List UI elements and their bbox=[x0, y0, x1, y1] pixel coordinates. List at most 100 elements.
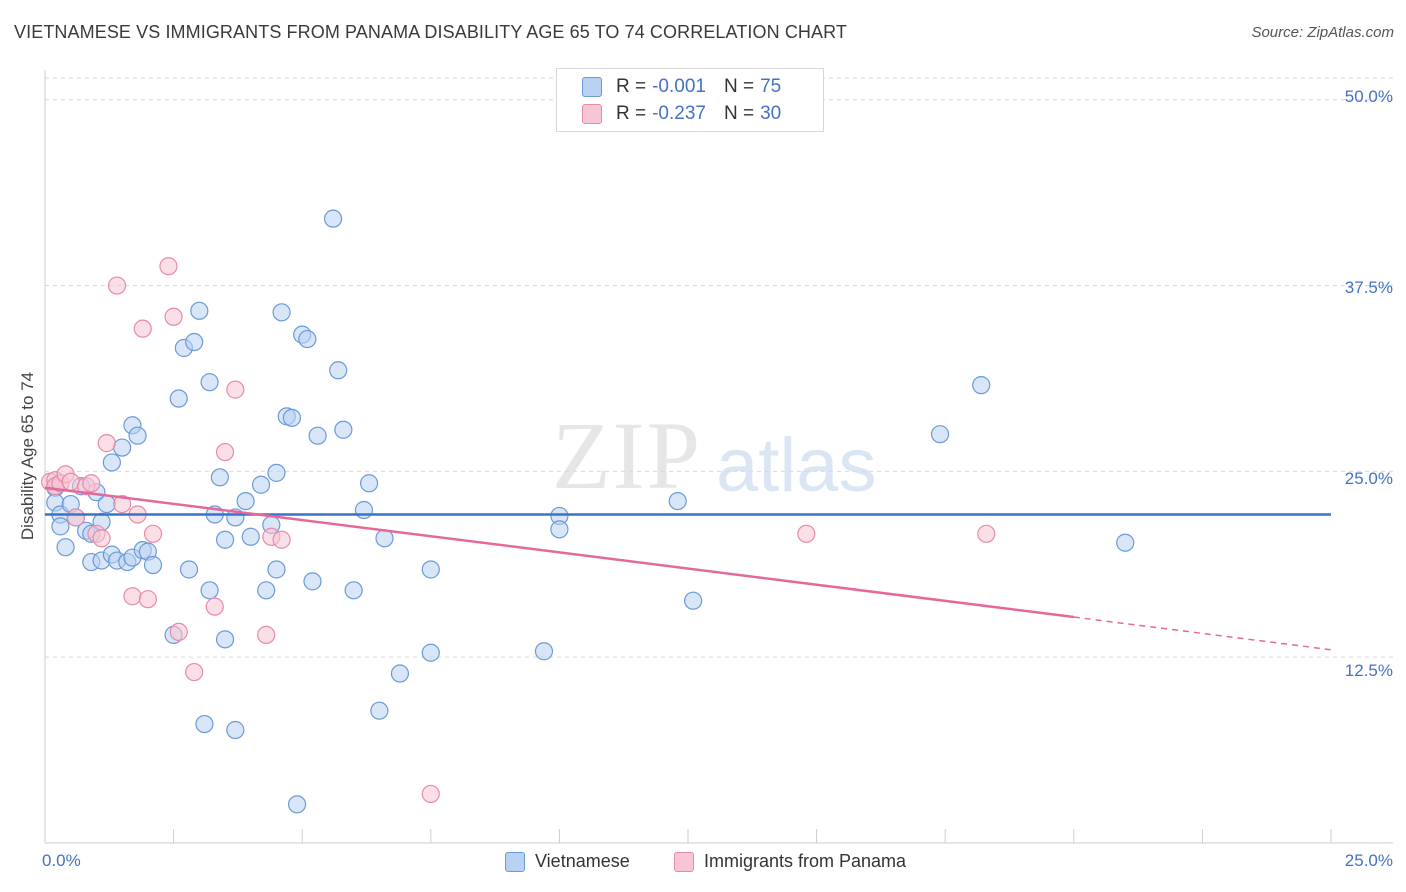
vietnamese-point bbox=[241, 527, 260, 546]
panama-point bbox=[421, 784, 440, 804]
vietnamese-point bbox=[370, 701, 389, 720]
vietnamese-point bbox=[185, 332, 204, 352]
legend-item-vietnamese: Vietnamese bbox=[505, 851, 630, 872]
vietnamese-point bbox=[113, 438, 132, 457]
vietnamese-point bbox=[257, 581, 276, 600]
y-tick-label: 37.5% bbox=[1344, 278, 1393, 297]
r-value: -0.001 bbox=[652, 76, 706, 97]
n-label: N = bbox=[723, 103, 755, 124]
vietnamese-point bbox=[128, 426, 147, 445]
vietnamese-point bbox=[329, 361, 348, 380]
vietnamese-point bbox=[550, 520, 569, 539]
legend-label: Vietnamese bbox=[535, 851, 630, 871]
chart-title: VIETNAMESE VS IMMIGRANTS FROM PANAMA DIS… bbox=[14, 22, 847, 42]
vietnamese-point bbox=[272, 303, 291, 322]
vietnamese-point bbox=[51, 517, 70, 536]
watermark-atlas: atlas bbox=[716, 423, 877, 508]
panama-point bbox=[169, 622, 188, 642]
panama-point bbox=[164, 307, 183, 326]
panama-point bbox=[138, 590, 157, 609]
vietnamese-point bbox=[534, 642, 554, 661]
vietnamese-point bbox=[1116, 533, 1135, 552]
vietnamese-point bbox=[195, 714, 214, 734]
panama-point bbox=[226, 380, 245, 399]
blue-swatch bbox=[582, 77, 602, 97]
y-tick-label: 25.0% bbox=[1344, 469, 1393, 488]
panama-point bbox=[215, 442, 235, 462]
y-tick-label: 50.0% bbox=[1344, 87, 1393, 106]
legend-item-panama: Immigrants from Panama bbox=[674, 851, 906, 872]
vietnamese-point bbox=[308, 426, 327, 445]
panama-point bbox=[143, 524, 163, 543]
panama-point bbox=[185, 662, 204, 682]
r-label: R = bbox=[616, 103, 647, 124]
panama-point bbox=[66, 508, 85, 527]
vietnamese-point bbox=[668, 491, 687, 511]
vietnamese-point bbox=[421, 643, 440, 662]
panama-point bbox=[113, 494, 132, 514]
y-tick-label: 12.5% bbox=[1344, 661, 1393, 680]
vietnamese-point bbox=[359, 474, 379, 493]
y-axis-label: Disability Age 65 to 74 bbox=[18, 371, 37, 541]
panama-point bbox=[82, 474, 101, 493]
vietnamese-point bbox=[972, 376, 991, 395]
vietnamese-point bbox=[236, 491, 255, 511]
panama-point bbox=[123, 587, 142, 606]
blue-swatch bbox=[505, 851, 525, 872]
n-value: 30 bbox=[760, 103, 782, 124]
legend-row-vietnamese: R = -0.001 N = 75 bbox=[582, 75, 781, 99]
panama-point bbox=[205, 597, 224, 616]
panama-point bbox=[92, 529, 111, 548]
vietnamese-point bbox=[200, 373, 219, 392]
vietnamese-point bbox=[267, 463, 286, 482]
panama-point bbox=[159, 257, 178, 276]
panama-point bbox=[61, 472, 80, 491]
vietnamese-point bbox=[334, 420, 353, 439]
panama-point bbox=[797, 524, 816, 543]
vietnamese-point bbox=[354, 500, 374, 520]
panama-point bbox=[97, 434, 116, 453]
vietnamese-point bbox=[303, 572, 322, 591]
vietnamese-point bbox=[930, 425, 950, 444]
panama-point bbox=[977, 524, 996, 543]
legend-label: Immigrants from Panama bbox=[704, 851, 907, 871]
vietnamese-point bbox=[226, 720, 245, 740]
vietnamese-point bbox=[179, 560, 199, 579]
x-tick-label: 0.0% bbox=[42, 851, 81, 870]
n-value: 75 bbox=[760, 76, 782, 97]
vietnamese-point bbox=[102, 453, 121, 472]
trend-line-extension bbox=[1073, 616, 1332, 651]
panama-point bbox=[257, 625, 276, 644]
vietnamese-point bbox=[323, 209, 343, 228]
vietnamese-point bbox=[282, 408, 302, 427]
vietnamese-point bbox=[390, 664, 410, 683]
vietnamese-point bbox=[56, 538, 75, 557]
vietnamese-point bbox=[97, 494, 116, 514]
panama-point bbox=[107, 276, 127, 295]
panama-point bbox=[133, 319, 152, 338]
vietnamese-point bbox=[344, 581, 363, 600]
vietnamese-point bbox=[287, 795, 307, 814]
n-label: N = bbox=[723, 76, 755, 97]
vietnamese-point bbox=[267, 560, 286, 579]
vietnamese-point bbox=[200, 581, 219, 600]
vietnamese-point bbox=[251, 475, 271, 494]
vietnamese-point bbox=[169, 389, 188, 408]
source-label: Source: ZipAtlas.com bbox=[1251, 24, 1394, 41]
x-tick-label: 25.0% bbox=[1344, 851, 1393, 870]
vietnamese-point bbox=[298, 329, 317, 349]
vietnamese-point bbox=[143, 555, 163, 575]
pink-swatch bbox=[582, 104, 602, 124]
legend-row-panama: R = -0.237 N = 30 bbox=[582, 102, 781, 126]
r-label: R = bbox=[616, 76, 647, 97]
vietnamese-point bbox=[215, 530, 235, 549]
trend-line bbox=[44, 486, 1074, 619]
panama-point bbox=[272, 530, 291, 549]
vietnamese-point bbox=[215, 630, 235, 649]
r-value: -0.237 bbox=[652, 103, 706, 124]
vietnamese-point bbox=[190, 301, 209, 320]
vietnamese-point bbox=[684, 591, 703, 610]
vietnamese-point bbox=[421, 560, 440, 579]
correlation-legend: R = -0.001 N = 75 R = -0.237 N = 30 bbox=[556, 68, 824, 132]
